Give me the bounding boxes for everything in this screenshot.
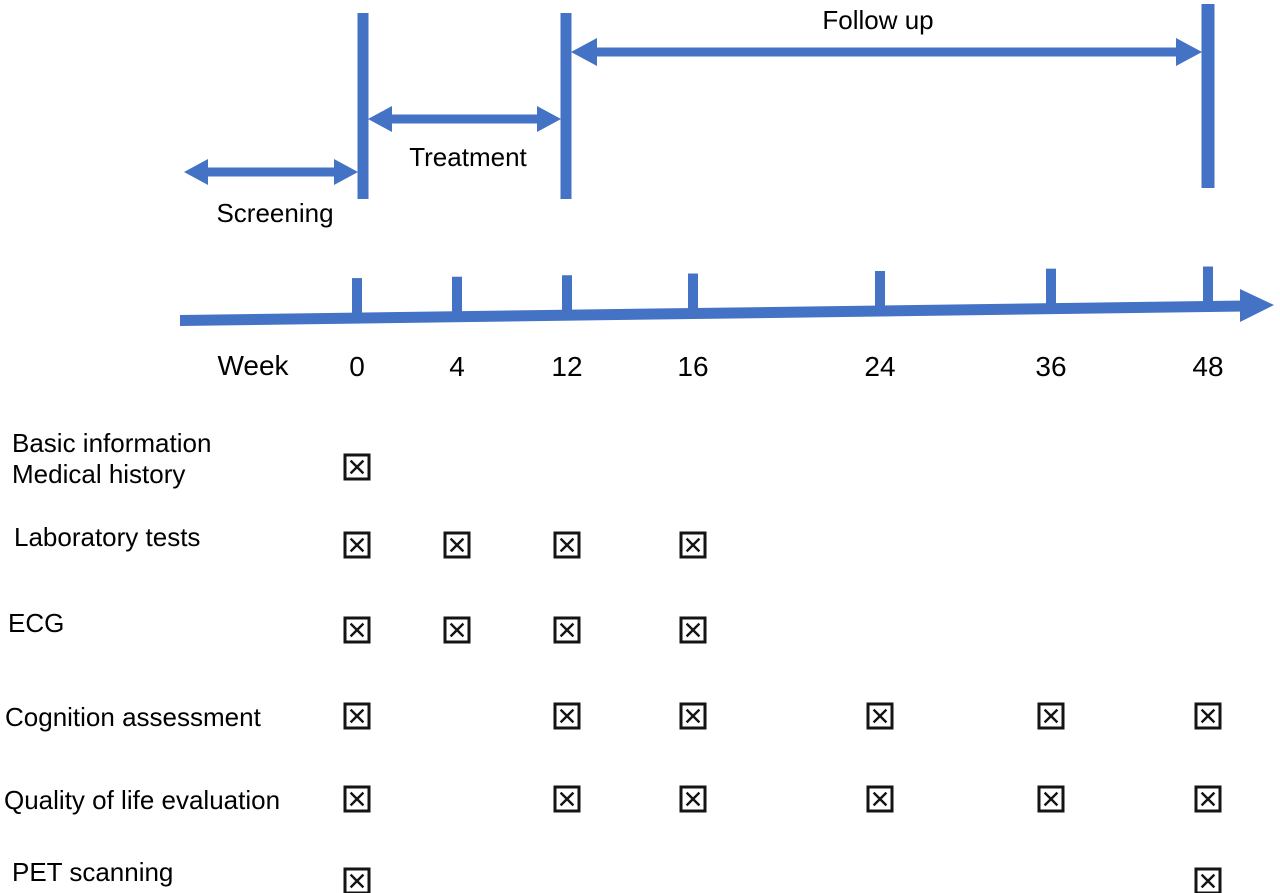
treatment-label: Treatment xyxy=(409,142,527,172)
week-axis-label: Week xyxy=(217,350,289,381)
screening-label: Screening xyxy=(216,198,334,228)
x-mark-icon xyxy=(449,622,465,638)
x-mark-icon xyxy=(349,708,365,724)
x-mark-icon xyxy=(559,622,575,638)
week-48-divider-bar xyxy=(1201,4,1215,188)
tick-week-0 xyxy=(352,278,362,321)
week-label-12: 12 xyxy=(551,351,583,382)
checkbox-checked-row5-week0 xyxy=(343,867,371,893)
assessment-label-2: ECG xyxy=(8,608,65,638)
x-mark-icon xyxy=(559,791,575,807)
x-mark-icon xyxy=(1200,708,1216,724)
assessment-label-0: Basic information Medical history xyxy=(12,428,212,489)
timeline-ticks xyxy=(352,266,1213,321)
x-mark-icon xyxy=(1043,708,1059,724)
checkbox-checked-row1-week0 xyxy=(343,531,371,559)
assessment-label-5: PET scanning xyxy=(12,857,174,887)
screening-range-arrow xyxy=(184,159,358,185)
week-label-4: 4 xyxy=(449,351,465,382)
checkbox-checked-row4-week0 xyxy=(343,785,371,813)
checkbox-checked-row3-week16 xyxy=(679,702,707,730)
week-0-divider-bar xyxy=(357,13,369,199)
x-mark-icon xyxy=(872,708,888,724)
checkbox-checked-row3-week24 xyxy=(866,702,894,730)
tick-week-12 xyxy=(562,275,572,318)
x-mark-icon xyxy=(1200,873,1216,889)
checkbox-checked-row1-week12 xyxy=(553,531,581,559)
tick-week-16 xyxy=(688,273,698,316)
checkbox-checked-row4-week12 xyxy=(553,785,581,813)
x-mark-icon xyxy=(349,459,365,475)
checkbox-checked-row5-week48 xyxy=(1194,867,1222,893)
x-mark-icon xyxy=(685,791,701,807)
week-label-48: 48 xyxy=(1192,351,1224,382)
checkbox-checked-row2-week4 xyxy=(443,616,471,644)
axis-arrowhead-icon xyxy=(1240,289,1274,322)
checkbox-checked-row0-week0 xyxy=(343,453,371,481)
checkbox-checked-row4-week24 xyxy=(866,785,894,813)
followup-range-arrow xyxy=(571,38,1202,66)
x-mark-icon xyxy=(872,791,888,807)
week-label-24: 24 xyxy=(864,351,896,382)
assessment-label-3: Cognition assessment xyxy=(5,702,261,732)
week-12-divider-bar xyxy=(560,13,572,199)
x-mark-icon xyxy=(449,537,465,553)
checkbox-checked-row4-week36 xyxy=(1037,785,1065,813)
checkbox-checked-row1-week4 xyxy=(443,531,471,559)
week-label-0: 0 xyxy=(349,351,365,382)
assessment-label-1: Laboratory tests xyxy=(14,522,201,552)
checkbox-checked-row2-week16 xyxy=(679,616,707,644)
checkbox-checked-row4-week48 xyxy=(1194,785,1222,813)
x-mark-icon xyxy=(685,537,701,553)
week-label-16: 16 xyxy=(677,351,709,382)
x-mark-icon xyxy=(1043,791,1059,807)
checkbox-checked-row2-week0 xyxy=(343,616,371,644)
x-mark-icon xyxy=(685,622,701,638)
assessment-label-4: Quality of life evaluation xyxy=(4,785,281,815)
treatment-range-arrow xyxy=(368,106,561,132)
x-mark-icon xyxy=(349,791,365,807)
checkbox-checked-row3-week0 xyxy=(343,702,371,730)
x-mark-icon xyxy=(685,708,701,724)
x-mark-icon xyxy=(1200,791,1216,807)
x-mark-icon xyxy=(349,537,365,553)
checkbox-checked-row3-week48 xyxy=(1194,702,1222,730)
x-mark-icon xyxy=(349,622,365,638)
week-label-36: 36 xyxy=(1035,351,1067,382)
checkbox-checked-row3-week36 xyxy=(1037,702,1065,730)
x-mark-icon xyxy=(349,873,365,889)
tick-week-48 xyxy=(1203,266,1213,309)
tick-week-36 xyxy=(1046,268,1056,311)
timeline-axis xyxy=(180,289,1274,326)
checkbox-checked-row3-week12 xyxy=(553,702,581,730)
x-mark-icon xyxy=(559,537,575,553)
checkbox-checked-row4-week16 xyxy=(679,785,707,813)
x-mark-icon xyxy=(559,708,575,724)
checkbox-checked-row1-week16 xyxy=(679,531,707,559)
tick-week-4 xyxy=(452,276,462,319)
followup-label: Follow up xyxy=(822,5,934,35)
tick-week-24 xyxy=(875,270,885,313)
checkbox-checked-row2-week12 xyxy=(553,616,581,644)
